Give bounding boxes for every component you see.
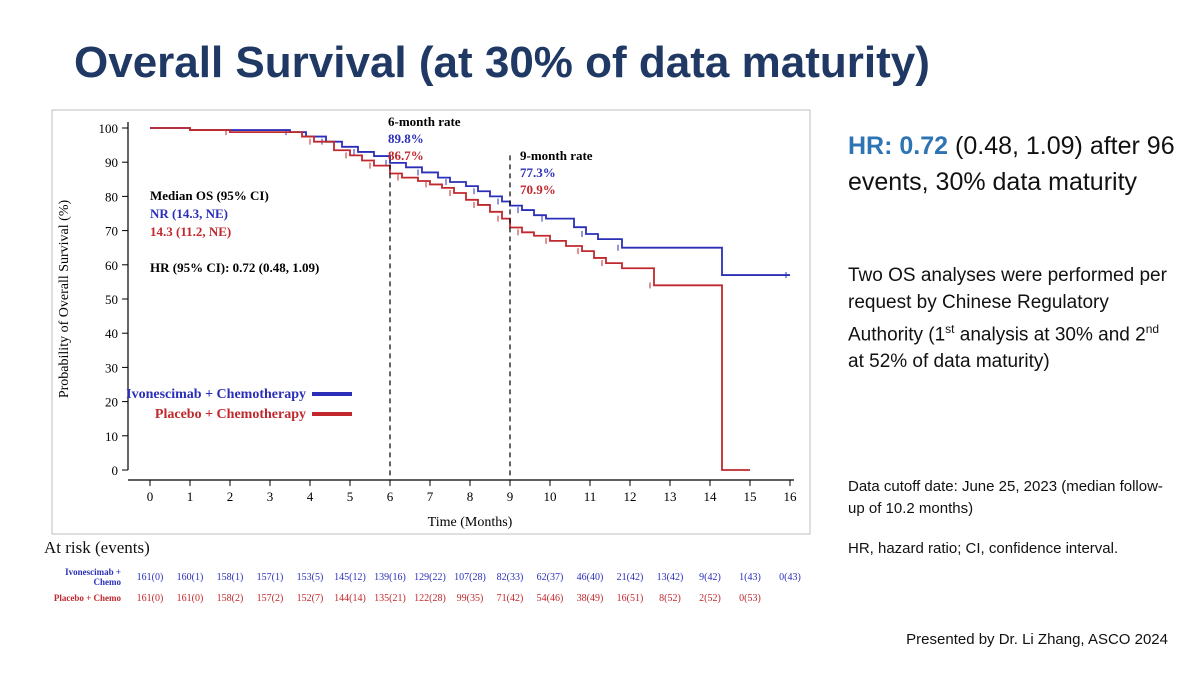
- x-tick-label: 7: [427, 489, 434, 504]
- x-tick-label: 11: [584, 489, 597, 504]
- risk-cell: 21(42): [617, 572, 644, 583]
- risk-cell: 16(51): [617, 593, 644, 604]
- risk-cell: 160(1): [177, 572, 204, 583]
- presenter-credit: Presented by Dr. Li Zhang, ASCO 2024: [906, 631, 1168, 648]
- figure-frame: [51, 109, 811, 535]
- x-tick-label: 5: [347, 489, 354, 504]
- risk-cell: 8(52): [659, 593, 681, 604]
- rate-ivo-9mo: 77.3%: [520, 165, 556, 180]
- at-risk-title: At risk (events): [44, 538, 150, 557]
- x-tick-label: 3: [267, 489, 274, 504]
- hr-rest: after 96 events, 30% data maturity: [848, 132, 1175, 196]
- y-tick-label: 40: [105, 326, 118, 341]
- y-tick-label: 60: [105, 258, 118, 273]
- median-os-title: Median OS (95% CI): [150, 188, 269, 203]
- y-tick-label: 100: [99, 121, 119, 136]
- risk-cell: 0(53): [739, 593, 761, 604]
- risk-cell: 157(2): [257, 593, 284, 604]
- risk-cell: 9(42): [699, 572, 721, 583]
- x-tick-label: 1: [187, 489, 194, 504]
- y-tick-label: 30: [105, 360, 118, 375]
- risk-row-label-0: Ivonescimab +: [65, 567, 121, 577]
- y-axis-label: Probability of Overall Survival (%): [57, 200, 72, 399]
- x-tick-label: 14: [704, 489, 718, 504]
- analyses-note: Two OS analyses were performed per reque…: [848, 262, 1178, 375]
- risk-cell: 161(0): [177, 593, 204, 604]
- risk-row-label-1: Placebo + Chemo: [54, 593, 122, 603]
- risk-cell: 144(14): [334, 593, 366, 604]
- analyses-part3: at 52% of data maturity): [848, 351, 1050, 373]
- y-tick-label: 80: [105, 189, 118, 204]
- rate-label-9mo: 9-month rate: [520, 148, 593, 163]
- abbreviations-note: HR, hazard ratio; CI, confidence interva…: [848, 540, 1119, 557]
- risk-cell: 139(16): [374, 572, 406, 583]
- analyses-sup2: nd: [1145, 322, 1160, 336]
- risk-cell: 158(2): [217, 593, 244, 604]
- hr-value: 0.72: [899, 132, 949, 160]
- median-os-hr: HR (95% CI): 0.72 (0.48, 1.09): [150, 260, 319, 275]
- legend-label-0: Ivonescimab + Chemotherapy: [126, 387, 306, 402]
- x-tick-label: 16: [784, 489, 798, 504]
- analyses-part1: Two OS analyses were performed per reque…: [848, 265, 1167, 346]
- y-tick-label: 0: [112, 463, 119, 478]
- hr-summary: HR: 0.72 (0.48, 1.09) after 96 events, 3…: [848, 128, 1178, 200]
- risk-cell: 38(49): [577, 593, 604, 604]
- risk-row-label2-0: Chemo: [94, 577, 122, 587]
- risk-cell: 107(28): [454, 572, 486, 583]
- risk-cell: 13(42): [657, 572, 684, 583]
- risk-cell: 62(37): [537, 572, 564, 583]
- x-tick-label: 4: [307, 489, 314, 504]
- x-tick-label: 13: [664, 489, 677, 504]
- risk-cell: 82(33): [497, 572, 524, 583]
- rate-pbo-9mo: 70.9%: [520, 182, 556, 197]
- x-tick-label: 12: [624, 489, 637, 504]
- risk-cell: 54(46): [537, 593, 564, 604]
- risk-cell: 71(42): [497, 593, 524, 604]
- y-tick-label: 20: [105, 395, 118, 410]
- x-tick-label: 9: [507, 489, 514, 504]
- risk-cell: 129(22): [414, 572, 446, 583]
- x-tick-label: 8: [467, 489, 474, 504]
- risk-cell: 122(28): [414, 593, 446, 604]
- rate-label-6mo: 6-month rate: [388, 114, 461, 129]
- x-tick-label: 0: [147, 489, 154, 504]
- y-tick-label: 70: [105, 224, 118, 239]
- risk-cell: 153(5): [297, 572, 324, 583]
- data-cutoff-note: Data cutoff date: June 25, 2023 (median …: [848, 478, 1163, 517]
- x-tick-label: 2: [227, 489, 234, 504]
- median-os-ivo: NR (14.3, NE): [150, 206, 228, 221]
- x-tick-label: 10: [544, 489, 557, 504]
- risk-cell: 157(1): [257, 572, 284, 583]
- hr-label: HR:: [848, 132, 893, 160]
- risk-cell: 46(40): [577, 572, 604, 583]
- risk-cell: 152(7): [297, 593, 324, 604]
- rate-ivo-6mo: 89.8%: [388, 131, 424, 146]
- legend-label-1: Placebo + Chemotherapy: [155, 407, 306, 422]
- x-tick-label: 15: [744, 489, 757, 504]
- hr-ci: (0.48, 1.09): [955, 132, 1083, 160]
- risk-cell: 99(35): [457, 593, 484, 604]
- y-tick-label: 50: [105, 292, 118, 307]
- risk-cell: 0(43): [779, 572, 801, 583]
- risk-cell: 1(43): [739, 572, 761, 583]
- analyses-part2: analysis at 30% and 2: [954, 324, 1146, 346]
- x-tick-label: 6: [387, 489, 394, 504]
- analyses-sup1: st: [945, 322, 955, 336]
- risk-cell: 158(1): [217, 572, 244, 583]
- x-axis-label: Time (Months): [428, 515, 513, 530]
- y-tick-label: 90: [105, 155, 118, 170]
- risk-cell: 145(12): [334, 572, 366, 583]
- km-curve-placebo: [150, 127, 750, 471]
- slide-title: Overall Survival (at 30% of data maturit…: [74, 38, 930, 87]
- median-os-pbo: 14.3 (11.2, NE): [150, 224, 231, 239]
- y-tick-label: 10: [105, 429, 118, 444]
- risk-cell: 135(21): [374, 593, 406, 604]
- risk-cell: 161(0): [137, 593, 164, 604]
- risk-cell: 161(0): [137, 572, 164, 583]
- rate-pbo-6mo: 86.7%: [388, 148, 424, 163]
- risk-cell: 2(52): [699, 593, 721, 604]
